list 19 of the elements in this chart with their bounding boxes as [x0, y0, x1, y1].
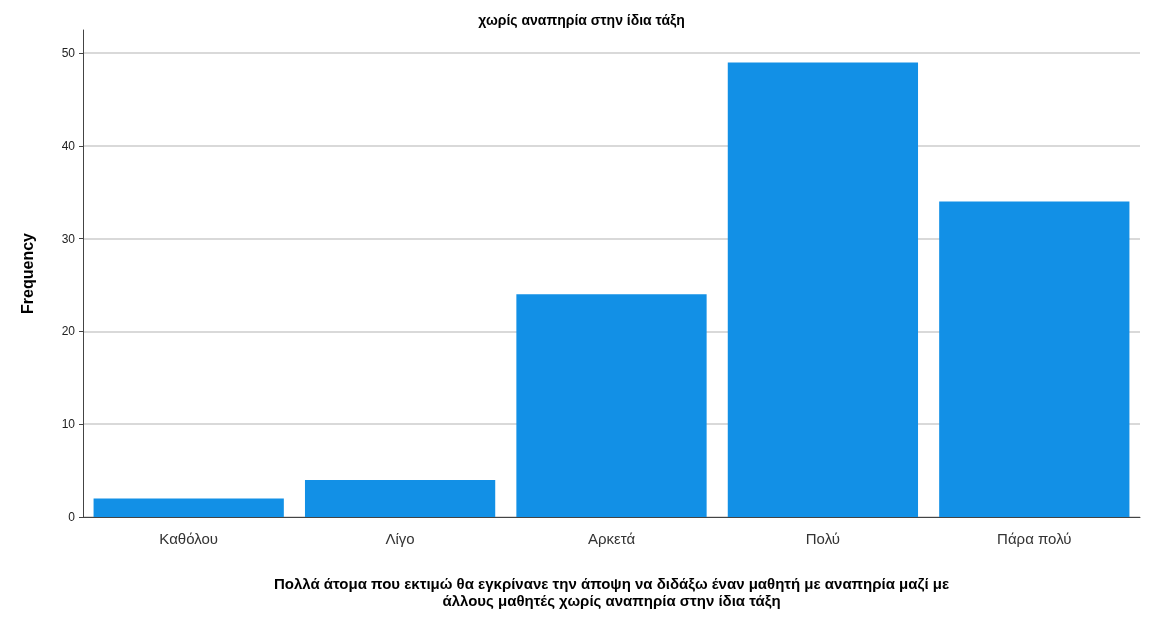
x-tick-label: Αρκετά: [587, 530, 636, 547]
bar: [516, 294, 707, 517]
y-tick-label: 0: [68, 510, 76, 524]
y-tick-label: 30: [61, 231, 76, 246]
y-tick-label: 20: [61, 324, 76, 339]
bar: [939, 201, 1130, 517]
x-tick-label: Πάρα πολύ: [997, 530, 1072, 547]
x-tick-label: Πολύ: [805, 530, 841, 547]
x-axis-title: Πολλά άτομα που εκτιμώ θα εγκρίνανε την άποψη να διδάξω έναν μαθητή με αναπηρία μαζί με άλλους μαθητές χωρίς αναπηρία στην ίδια τάξη: [273, 575, 950, 609]
y-tick-label: 50: [61, 46, 76, 61]
bar: [304, 479, 496, 517]
y-axis-title: Frequency: [18, 232, 36, 314]
y-tick-label: 10: [61, 417, 76, 432]
bar: [727, 62, 919, 517]
y-tick-label: 40: [61, 138, 76, 153]
x-tick-label: Καθόλου: [159, 530, 219, 547]
bar: [93, 498, 284, 517]
x-tick-label: Λίγο: [385, 530, 415, 547]
chart-title: χωρίς αναπηρία στην ίδια τάξη: [478, 12, 685, 28]
